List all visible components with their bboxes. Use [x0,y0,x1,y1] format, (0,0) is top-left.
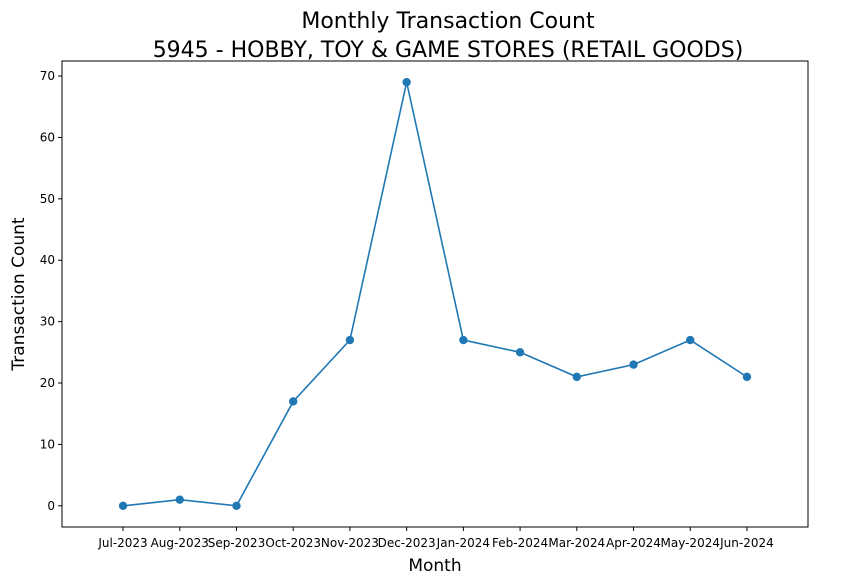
data-point-6 [459,335,468,345]
y-axis-label: Transaction Count [9,217,29,371]
x-tick-label-6: Jan-2024 [436,536,490,550]
data-point-3 [288,397,298,406]
series-layer [118,77,752,511]
y-tick-label-2: 20 [40,376,55,390]
x-tick-label-3: Oct-2023 [265,536,321,550]
x-tick-label-8: Mar-2024 [548,536,605,550]
chart-subtitle: 5945 - HOBBY, TOY & GAME STORES (RETAIL … [153,38,744,63]
y-tick-label-3: 30 [40,315,55,329]
data-point-7 [515,348,525,357]
data-point-11 [742,372,752,382]
y-tick-label-6: 60 [40,130,55,144]
x-tick-label-4: Nov-2023 [321,536,379,550]
data-point-8 [572,372,582,382]
series-line-0 [122,82,748,507]
x-tick-label-7: Feb-2024 [492,536,548,550]
x-tick-label-2: Sep-2023 [208,536,266,550]
x-tick-label-11: Jun-2024 [719,536,774,550]
x-tick-label-1: Aug-2023 [151,536,209,550]
y-tick-label-5: 50 [40,192,55,206]
data-point-9 [629,360,638,369]
data-point-0 [118,501,128,511]
plot-frame [61,60,809,528]
y-axis: 0 10 20 30 40 50 60 70 [40,69,62,513]
y-tick-label-1: 10 [40,437,55,451]
x-tick-label-9: Apr-2024 [606,536,661,550]
chart-title: Monthly Transaction Count [301,9,595,34]
x-tick-label-0: Jul-2023 [97,536,147,550]
data-point-2 [232,501,241,511]
y-tick-label-0: 0 [47,499,55,513]
y-tick-label-7: 70 [40,69,55,83]
data-point-5 [402,77,411,87]
x-axis-label: Month [408,556,461,576]
x-tick-label-5: Dec-2023 [378,536,436,550]
data-point-10 [686,335,695,345]
data-point-1 [175,495,184,504]
data-point-4 [345,335,355,345]
x-tick-label-10: May-2024 [661,536,720,550]
y-tick-label-4: 40 [40,253,55,267]
